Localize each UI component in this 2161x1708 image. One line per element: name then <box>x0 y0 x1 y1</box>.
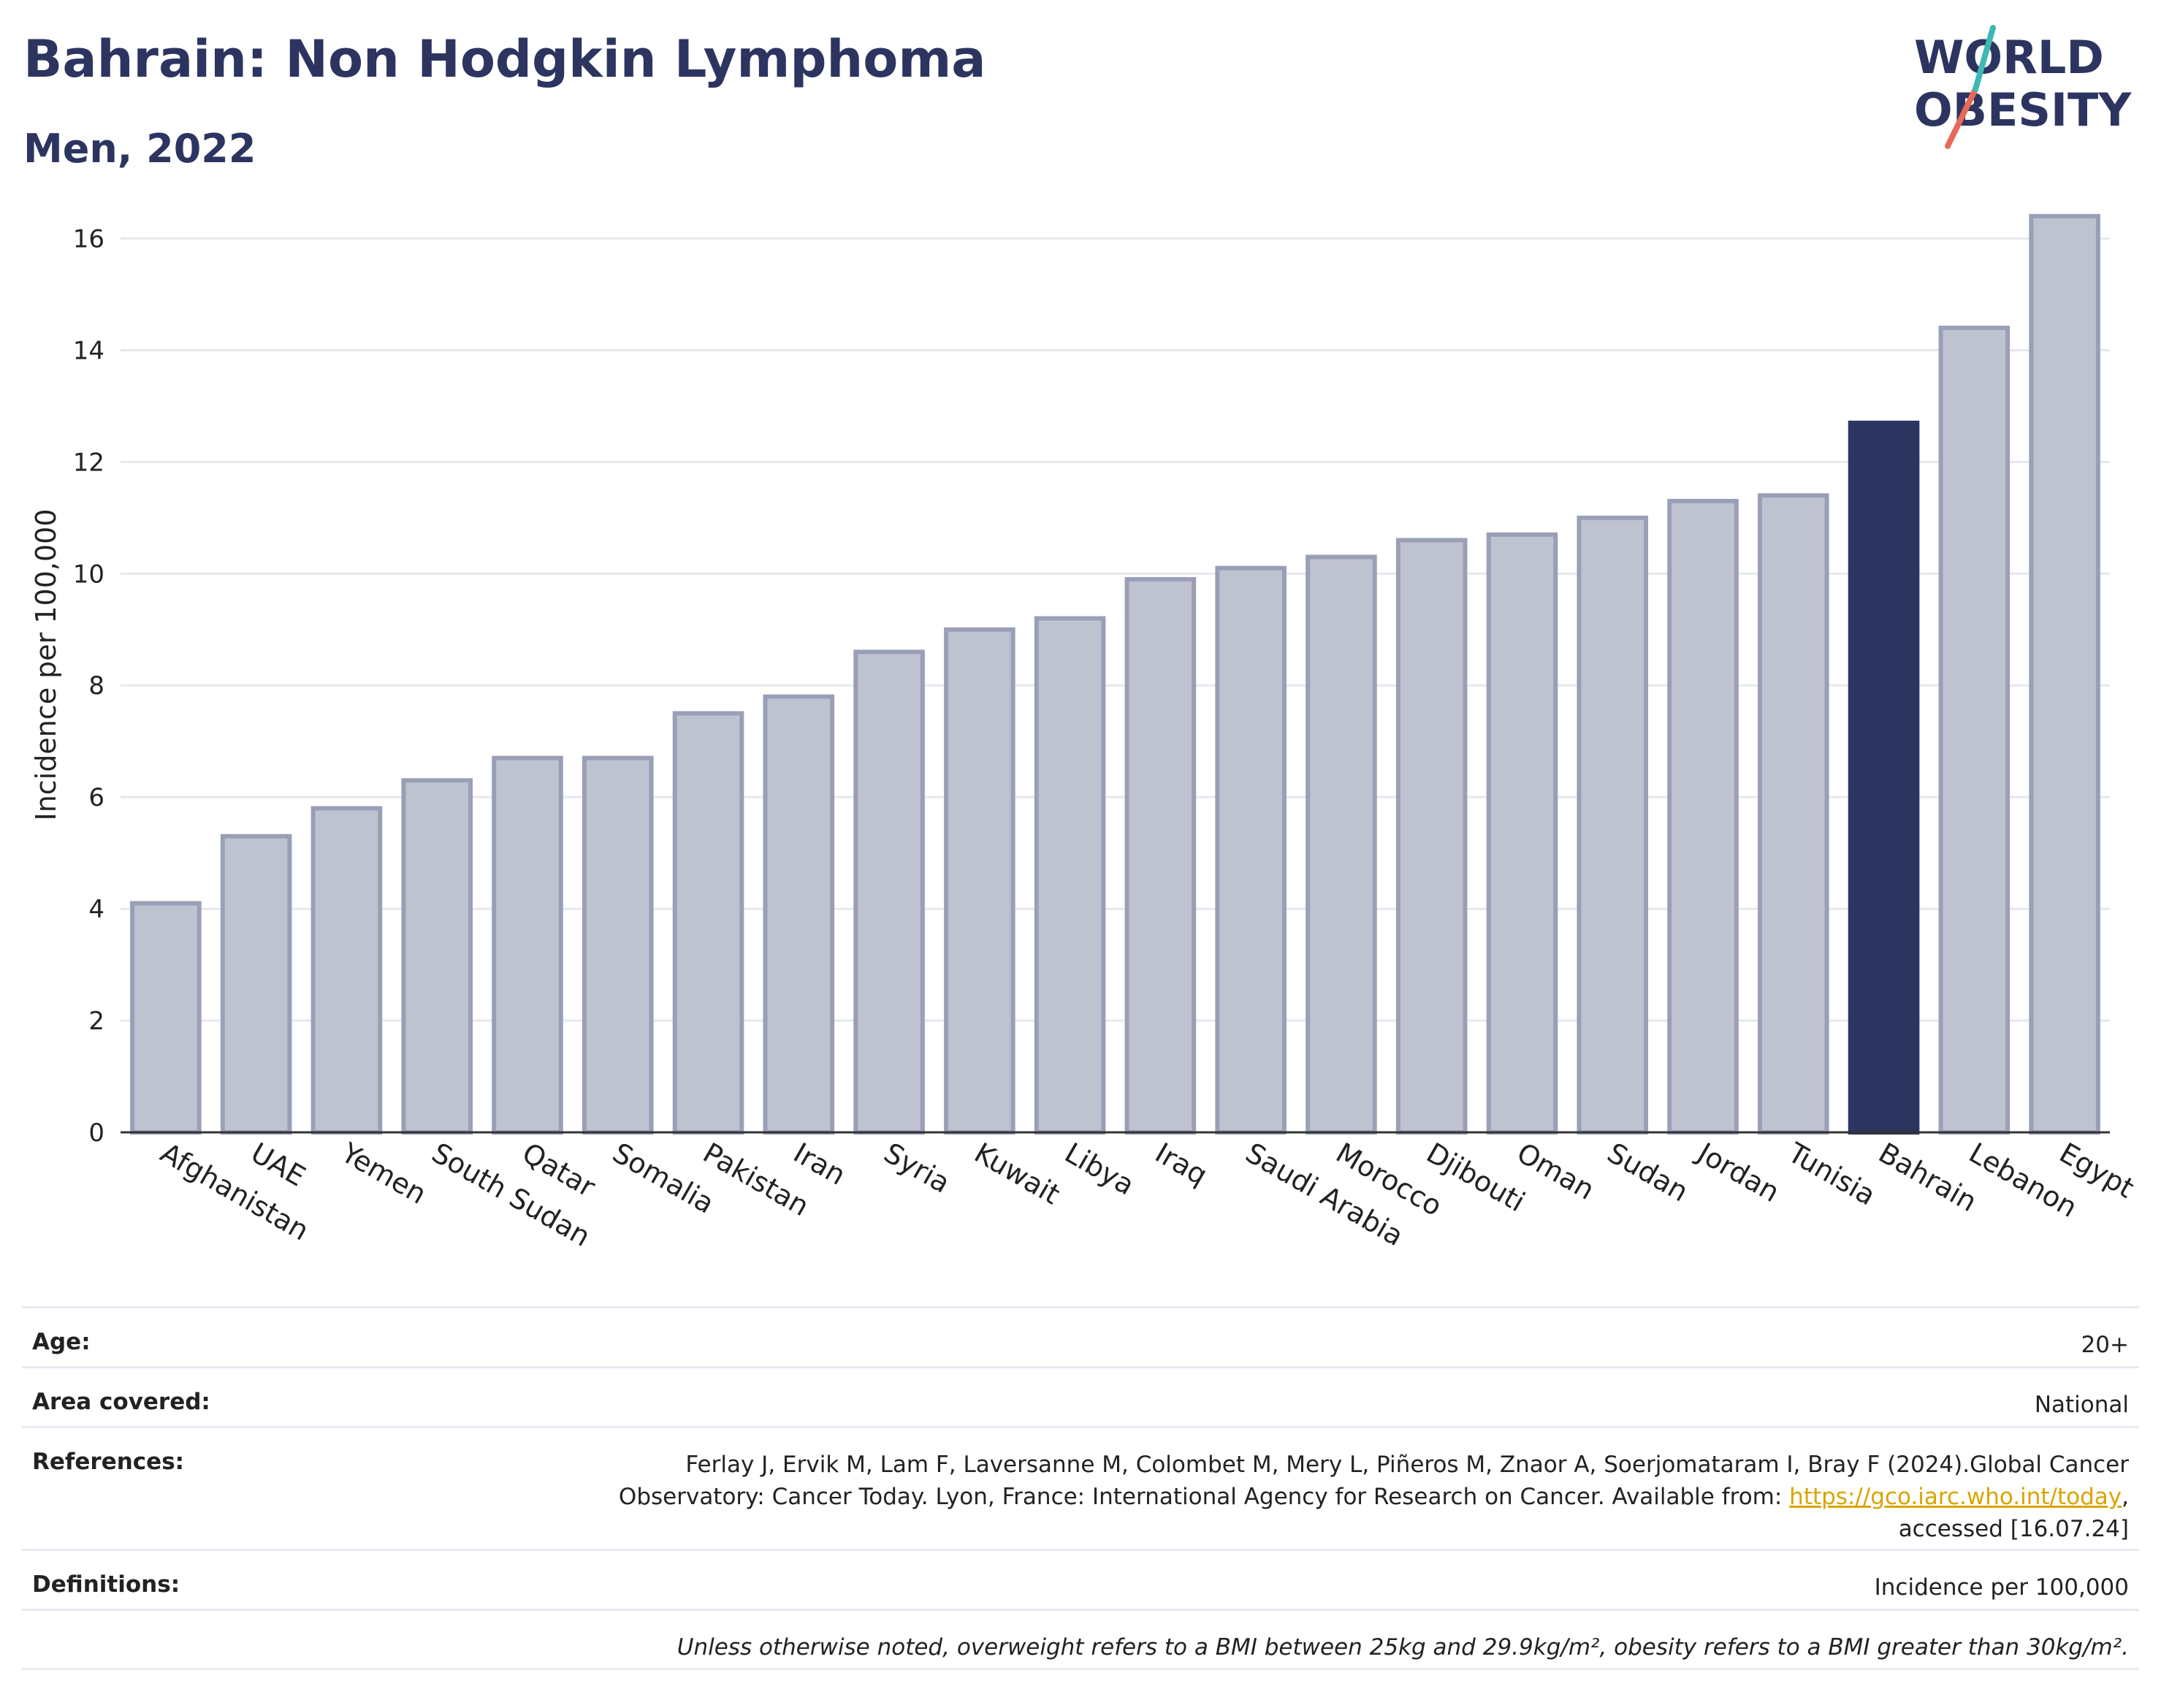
bar-syria <box>853 649 925 1135</box>
references-line2: Observatory: Cancer Today. Lyon, France:… <box>618 1484 1790 1510</box>
bar-bahrain <box>1848 420 1920 1135</box>
references-line1: Ferlay J, Ervik M, Lam F, Laversanne M, … <box>685 1452 2129 1478</box>
bar-lebanon <box>1938 325 2011 1135</box>
bar-yemen <box>310 806 383 1135</box>
bars <box>130 213 2100 1135</box>
bar-iraq <box>1124 576 1197 1135</box>
bar-morocco <box>1306 554 1377 1135</box>
x-tick-label: Syria <box>879 1137 956 1200</box>
bar-djibouti <box>1395 538 1468 1135</box>
bmi-note: Unless otherwise noted, overweight refer… <box>676 1634 2129 1661</box>
y-tick-label: 4 <box>88 895 104 924</box>
logo-line2: OBESITY <box>1914 83 2132 137</box>
chart-title: Bahrain: Non Hodgkin Lymphoma <box>23 29 986 89</box>
bar-oman <box>1486 532 1558 1135</box>
bar-egypt <box>2029 213 2100 1135</box>
x-tick-label: Somalia <box>607 1137 720 1220</box>
bar-saudi-arabia <box>1215 565 1287 1135</box>
x-tick-label: Libya <box>1059 1137 1140 1202</box>
y-tick-label: 14 <box>73 336 104 365</box>
info-row-note: Unless otherwise noted, overweight refer… <box>22 1609 2139 1670</box>
area-label: Area covered: <box>32 1389 210 1415</box>
references-label: References: <box>32 1449 185 1475</box>
logo-line1: WORLD <box>1914 31 2104 84</box>
x-tick-label: Tunisia <box>1782 1136 1880 1212</box>
y-tick-label: 16 <box>73 224 104 253</box>
x-tick-label: Bahrain <box>1873 1137 1982 1219</box>
world-obesity-logo: WORLD OBESITY <box>1914 25 2132 149</box>
y-tick-label: 6 <box>88 783 104 812</box>
references-line3: accessed [16.07.24] <box>1898 1516 2129 1542</box>
x-tick-label: Yemen <box>335 1136 432 1211</box>
bar-afghanistan <box>130 901 202 1135</box>
y-tick-label: 0 <box>88 1118 104 1148</box>
info-table: Age: 20+ Area covered: National Referenc… <box>22 1306 2139 1670</box>
x-tick-label: Iran <box>788 1137 851 1192</box>
y-tick-label: 8 <box>88 671 104 701</box>
x-tick-label: Jordan <box>1691 1136 1785 1209</box>
bar-jordan <box>1667 498 1739 1135</box>
bar-sudan <box>1577 515 1649 1135</box>
info-row-definitions: Definitions: Incidence per 100,000 <box>22 1549 2139 1609</box>
references-link[interactable]: https://gco.iarc.who.int/today <box>1789 1484 2122 1510</box>
references-value: Ferlay J, Ervik M, Lam F, Laversanne M, … <box>619 1449 2129 1545</box>
x-tick-label: Kuwait <box>969 1137 1065 1211</box>
age-value: 20+ <box>2081 1332 2129 1358</box>
info-row-references: References: Ferlay J, Ervik M, Lam F, La… <box>22 1426 2139 1549</box>
info-row-area: Area covered: National <box>22 1366 2139 1426</box>
area-value: National <box>2034 1392 2129 1418</box>
x-tick-label: Sudan <box>1602 1137 1694 1208</box>
bar-kuwait <box>944 627 1015 1135</box>
bar-south-sudan <box>401 778 473 1135</box>
definitions-value: Incidence per 100,000 <box>1874 1574 2129 1601</box>
x-tick-label: Iraq <box>1150 1137 1213 1192</box>
bar-somalia <box>582 755 654 1135</box>
definitions-label: Definitions: <box>32 1571 180 1598</box>
bar-pakistan <box>672 711 744 1135</box>
bar-qatar <box>492 755 563 1135</box>
y-tick-label: 10 <box>73 560 104 589</box>
age-label: Age: <box>32 1329 91 1355</box>
references-line2-end: , <box>2122 1484 2129 1510</box>
bar-libya <box>1034 616 1106 1135</box>
y-tick-label: 12 <box>73 448 104 477</box>
bar-uae <box>220 834 292 1135</box>
y-axis-title: Incidence per 100,000 <box>30 508 62 820</box>
info-row-age: Age: 20+ <box>22 1306 2139 1366</box>
y-tick-label: 2 <box>88 1007 104 1036</box>
bar-iran <box>763 694 835 1135</box>
bar-tunisia <box>1757 493 1829 1135</box>
chart-subtitle: Men, 2022 <box>23 126 256 172</box>
